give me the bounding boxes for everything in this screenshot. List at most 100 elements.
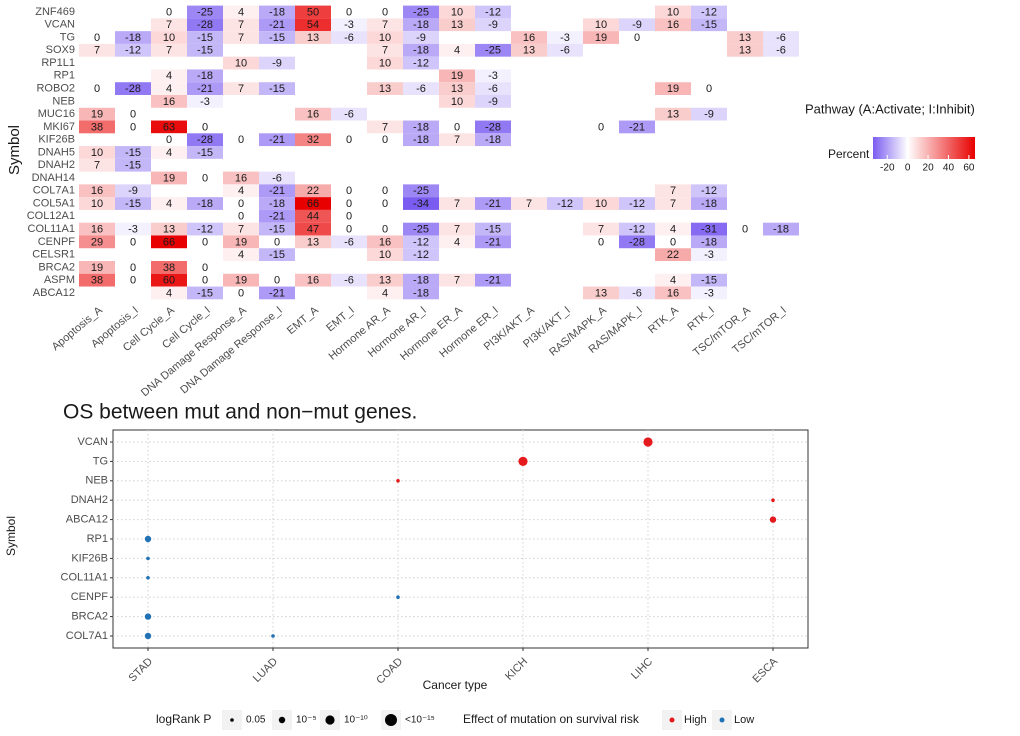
point <box>146 556 150 561</box>
heatmap-cell <box>295 184 331 198</box>
heatmap-cell <box>79 158 115 172</box>
cell-label: 16 <box>307 109 319 121</box>
heatmap-cell <box>331 184 367 198</box>
cell-label: 10 <box>163 32 175 44</box>
cell-label: 0 <box>598 236 604 248</box>
legend-label: 0.05 <box>246 715 266 726</box>
cell-label: -9 <box>704 109 714 121</box>
cell-label: 4 <box>166 83 172 95</box>
cell-label: 0 <box>130 275 136 287</box>
cell-label: 7 <box>166 45 172 57</box>
heatmap-cell <box>115 158 151 172</box>
heatmap-cell <box>367 43 403 57</box>
legend-symbol <box>325 715 335 725</box>
cell-label: 0 <box>454 121 460 133</box>
heatmap-cell <box>115 197 151 210</box>
point <box>396 595 400 599</box>
cell-label: 0 <box>382 185 388 197</box>
cell-label: -15 <box>197 287 213 299</box>
cell-label: 7 <box>238 32 244 44</box>
heatmap-cell <box>691 286 727 300</box>
cell-label: 10 <box>235 57 247 69</box>
heatmap-cell <box>619 235 655 249</box>
heatmap-cell <box>115 273 151 287</box>
heatmap-cell <box>367 31 403 44</box>
heatmap-cell <box>151 43 187 57</box>
cell-label: 16 <box>91 223 103 235</box>
cell-label: 47 <box>307 223 319 235</box>
cell-label: -18 <box>413 121 429 133</box>
cell-label: 32 <box>307 134 319 146</box>
x-tick-label: LUAD <box>251 656 280 685</box>
cell-label: -6 <box>344 275 354 287</box>
heatmap-cell <box>331 222 367 236</box>
cell-label: 0 <box>202 121 208 133</box>
cell-label: 0 <box>202 172 208 184</box>
point <box>146 576 150 580</box>
heatmap-cell <box>403 286 439 300</box>
cell-label: 0 <box>130 262 136 274</box>
heatmap-cell <box>223 18 259 32</box>
heatmap-cell <box>259 18 295 32</box>
cell-label: 10 <box>379 32 391 44</box>
heatmap-cell <box>115 146 151 159</box>
heatmap-cell <box>151 197 187 210</box>
cell-label: 4 <box>166 147 172 159</box>
column-label: RTK_A <box>646 304 681 336</box>
heatmap-cell <box>115 31 151 44</box>
point <box>144 632 152 640</box>
heatmap-cell <box>151 82 187 95</box>
cell-label: 4 <box>454 45 460 57</box>
cell-label: 0 <box>202 236 208 248</box>
cell-label: -6 <box>344 109 354 121</box>
row-label: COL5A1 <box>33 197 75 209</box>
heatmap-cell <box>367 82 403 95</box>
heatmap-cell <box>331 107 367 121</box>
colorbar-tick-label: 60 <box>963 163 975 174</box>
heatmap-cell <box>295 235 331 249</box>
heatmap-cell <box>655 107 691 121</box>
colorbar-tick-label: 0 <box>905 163 911 174</box>
cell-label: 29 <box>91 236 103 248</box>
heatmap-cell <box>151 94 187 108</box>
cell-label: -12 <box>701 6 717 18</box>
cell-label: 7 <box>382 19 388 31</box>
heatmap-cell <box>367 235 403 249</box>
heatmap-cell <box>187 18 223 32</box>
heatmap-cell <box>691 273 727 287</box>
y-tick-label: CENPF <box>71 591 109 603</box>
point <box>144 613 152 620</box>
cell-label: -15 <box>701 275 717 287</box>
heatmap-cell <box>295 197 331 210</box>
cell-label: 0 <box>166 6 172 18</box>
heatmap-cell <box>691 222 727 236</box>
cell-label: 0 <box>346 6 352 18</box>
y-axis-label: Symbol <box>6 125 23 175</box>
column-label: EMT_I <box>324 304 357 334</box>
heatmap-cell <box>295 209 331 223</box>
heatmap-cell <box>259 273 295 287</box>
heatmap-cell <box>331 235 367 249</box>
cell-label: 7 <box>526 198 532 210</box>
cell-label: 7 <box>454 223 460 235</box>
colorbar-tick-label: -20 <box>880 163 895 174</box>
cell-label: -25 <box>197 6 213 18</box>
cell-label: 0 <box>94 83 100 95</box>
cell-label: -12 <box>413 236 429 248</box>
heatmap-cell <box>259 82 295 95</box>
heatmap-cell <box>331 197 367 210</box>
cell-label: 10 <box>91 198 103 210</box>
cell-label: -25 <box>485 45 501 57</box>
cell-label: 0 <box>274 275 280 287</box>
cell-label: -3 <box>704 287 714 299</box>
cell-label: 13 <box>379 275 391 287</box>
heatmap-cell <box>691 5 727 19</box>
heatmap-cell <box>223 197 259 210</box>
cell-label: 7 <box>94 160 100 172</box>
cell-label: -3 <box>128 223 138 235</box>
cell-label: 7 <box>670 185 676 197</box>
y-axis-label: Symbol <box>4 516 18 556</box>
cell-label: 4 <box>166 287 172 299</box>
heatmap-cell <box>547 31 583 44</box>
heatmap-cell <box>295 107 331 121</box>
